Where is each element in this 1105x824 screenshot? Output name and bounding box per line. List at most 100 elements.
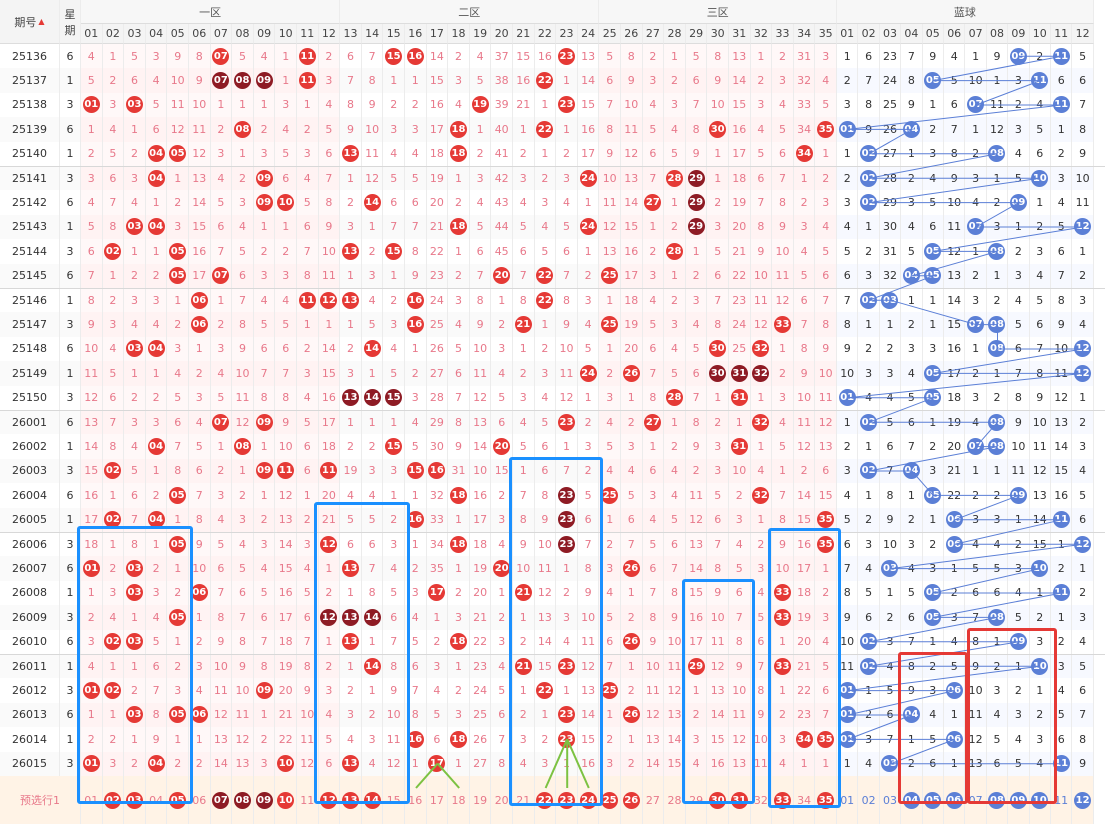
preselect-red-ball[interactable]: 33 xyxy=(773,791,791,809)
preselect-red-ball[interactable]: 09 xyxy=(255,791,273,809)
preselect-blue-ball[interactable]: 10 xyxy=(1031,791,1049,809)
preselect-red-cell[interactable]: 28 xyxy=(664,776,686,824)
preselect-blue-cell[interactable]: 07 xyxy=(965,776,987,824)
preselect-blue-cell[interactable]: 08 xyxy=(986,776,1009,824)
preselect-red-cell[interactable]: 03 xyxy=(124,776,146,824)
preselect-blue-cell[interactable]: 10 xyxy=(1029,776,1051,824)
red-cell: 6 xyxy=(513,239,535,264)
preselect-red-cell[interactable]: 02 xyxy=(102,776,125,824)
period-header[interactable]: 期号 ▲ xyxy=(0,0,60,44)
preselect-red-cell[interactable]: 26 xyxy=(621,776,643,824)
preselect-red-ball[interactable]: 24 xyxy=(579,791,597,809)
preselect-blue-cell[interactable]: 11 xyxy=(1051,776,1073,824)
preselect-red-ball[interactable]: 02 xyxy=(104,791,122,809)
red-cell: 2 xyxy=(102,68,125,93)
blue-cell: 4 xyxy=(965,190,987,215)
preselect-red-ball[interactable]: 12 xyxy=(320,791,338,809)
preselect-red-ball[interactable]: 35 xyxy=(817,791,835,809)
preselect-red-cell[interactable]: 08 xyxy=(232,776,254,824)
preselect-red-cell[interactable]: 29 xyxy=(685,776,708,824)
preselect-blue-cell[interactable]: 06 xyxy=(944,776,966,824)
preselect-red-ball[interactable]: 10 xyxy=(277,791,295,809)
preselect-red-cell[interactable]: 16 xyxy=(405,776,427,824)
preselect-red-cell[interactable]: 25 xyxy=(599,776,621,824)
preselect-blue-cell[interactable]: 05 xyxy=(922,776,944,824)
preselect-red-cell[interactable]: 13 xyxy=(340,776,362,824)
red-cell: 7 xyxy=(253,361,276,386)
preselect-red-cell[interactable]: 06 xyxy=(189,776,211,824)
preselect-red-ball[interactable]: 30 xyxy=(709,791,727,809)
preselect-red-cell[interactable]: 15 xyxy=(383,776,405,824)
preselect-red-cell[interactable]: 19 xyxy=(469,776,492,824)
preselect-blue-cell[interactable]: 02 xyxy=(858,776,880,824)
preselect-red-cell[interactable]: 07 xyxy=(210,776,233,824)
preselect-red-cell[interactable]: 32 xyxy=(750,776,773,824)
period-cell: 26014 xyxy=(0,727,60,752)
preselect-blue-ball[interactable]: 05 xyxy=(924,791,942,809)
period-cell: 26006 xyxy=(0,532,60,557)
red-cell: 9 xyxy=(145,727,168,752)
red-cell: 5 xyxy=(664,141,686,166)
preselect-red-ball[interactable]: 23 xyxy=(557,791,575,809)
preselect-red-ball[interactable]: 03 xyxy=(125,791,143,809)
red-cell: 02 xyxy=(102,239,125,264)
preselect-red-cell[interactable]: 01 xyxy=(81,776,103,824)
preselect-red-ball[interactable]: 13 xyxy=(341,791,359,809)
preselect-red-cell[interactable]: 12 xyxy=(318,776,341,824)
red-ball: 13 xyxy=(341,291,359,309)
preselect-row-label[interactable]: 预选行1 xyxy=(0,776,81,824)
preselect-blue-ball[interactable]: 12 xyxy=(1074,791,1092,809)
preselect-red-ball[interactable]: 05 xyxy=(169,791,187,809)
preselect-red-cell[interactable]: 21 xyxy=(513,776,535,824)
preselect-blue-ball[interactable]: 04 xyxy=(902,791,920,809)
preselect-red-cell[interactable]: 34 xyxy=(793,776,816,824)
preselect-red-ball[interactable]: 14 xyxy=(363,791,381,809)
preselect-red-cell[interactable]: 17 xyxy=(426,776,449,824)
preselect-red-cell[interactable]: 24 xyxy=(577,776,600,824)
red-cell: 20 xyxy=(426,190,449,215)
preselect-blue-ball[interactable]: 06 xyxy=(945,791,963,809)
preselect-red-cell[interactable]: 31 xyxy=(729,776,751,824)
preselect-red-ball[interactable]: 07 xyxy=(212,791,230,809)
preselect-red-cell[interactable]: 05 xyxy=(167,776,189,824)
preselect-red-ball[interactable]: 26 xyxy=(622,791,640,809)
red-cell: 2 xyxy=(318,654,341,679)
preselect-red-cell[interactable]: 33 xyxy=(772,776,794,824)
red-cell: 9 xyxy=(772,214,794,240)
red-cell: 6 xyxy=(102,166,125,191)
preselect-blue-cell[interactable]: 04 xyxy=(901,776,923,824)
preselect-blue-cell[interactable]: 12 xyxy=(1072,776,1094,824)
preselect-red-cell[interactable]: 22 xyxy=(534,776,557,824)
preselect-red-ball[interactable]: 08 xyxy=(233,791,251,809)
red-cell: 4 xyxy=(577,312,600,337)
preselect-red-cell[interactable]: 35 xyxy=(815,776,837,824)
red-cell: 9 xyxy=(405,263,427,288)
red-cell: 1 xyxy=(772,678,794,703)
preselect-red-cell[interactable]: 18 xyxy=(448,776,470,824)
preselect-red-cell[interactable]: 04 xyxy=(145,776,168,824)
preselect-red-cell[interactable]: 11 xyxy=(297,776,319,824)
preselect-red-ball[interactable]: 22 xyxy=(536,791,554,809)
preselect-red-cell[interactable]: 09 xyxy=(253,776,276,824)
preselect-red-cell[interactable]: 23 xyxy=(556,776,578,824)
preselect-blue-cell[interactable]: 01 xyxy=(837,776,859,824)
blue-cell: 4 xyxy=(858,751,880,776)
preselect-red-ball[interactable]: 31 xyxy=(730,791,748,809)
preselect-red-cell[interactable]: 20 xyxy=(491,776,513,824)
red-cell: 1 xyxy=(297,312,319,337)
preselect-red-ball[interactable]: 25 xyxy=(601,791,619,809)
red-ball: 05 xyxy=(169,486,187,504)
preselect-red-cell[interactable]: 27 xyxy=(642,776,665,824)
red-cell: 33 xyxy=(772,312,794,337)
red-cell: 15 xyxy=(815,483,837,508)
red-cell: 7 xyxy=(793,312,816,337)
red-cell: 8 xyxy=(81,288,103,313)
preselect-blue-cell[interactable]: 03 xyxy=(879,776,902,824)
preselect-blue-cell[interactable]: 09 xyxy=(1008,776,1030,824)
preselect-blue-ball[interactable]: 09 xyxy=(1009,791,1027,809)
red-cell: 05 xyxy=(167,141,189,166)
preselect-red-cell[interactable]: 10 xyxy=(275,776,297,824)
preselect-red-cell[interactable]: 30 xyxy=(707,776,729,824)
preselect-blue-ball[interactable]: 08 xyxy=(988,791,1006,809)
preselect-red-cell[interactable]: 14 xyxy=(361,776,384,824)
